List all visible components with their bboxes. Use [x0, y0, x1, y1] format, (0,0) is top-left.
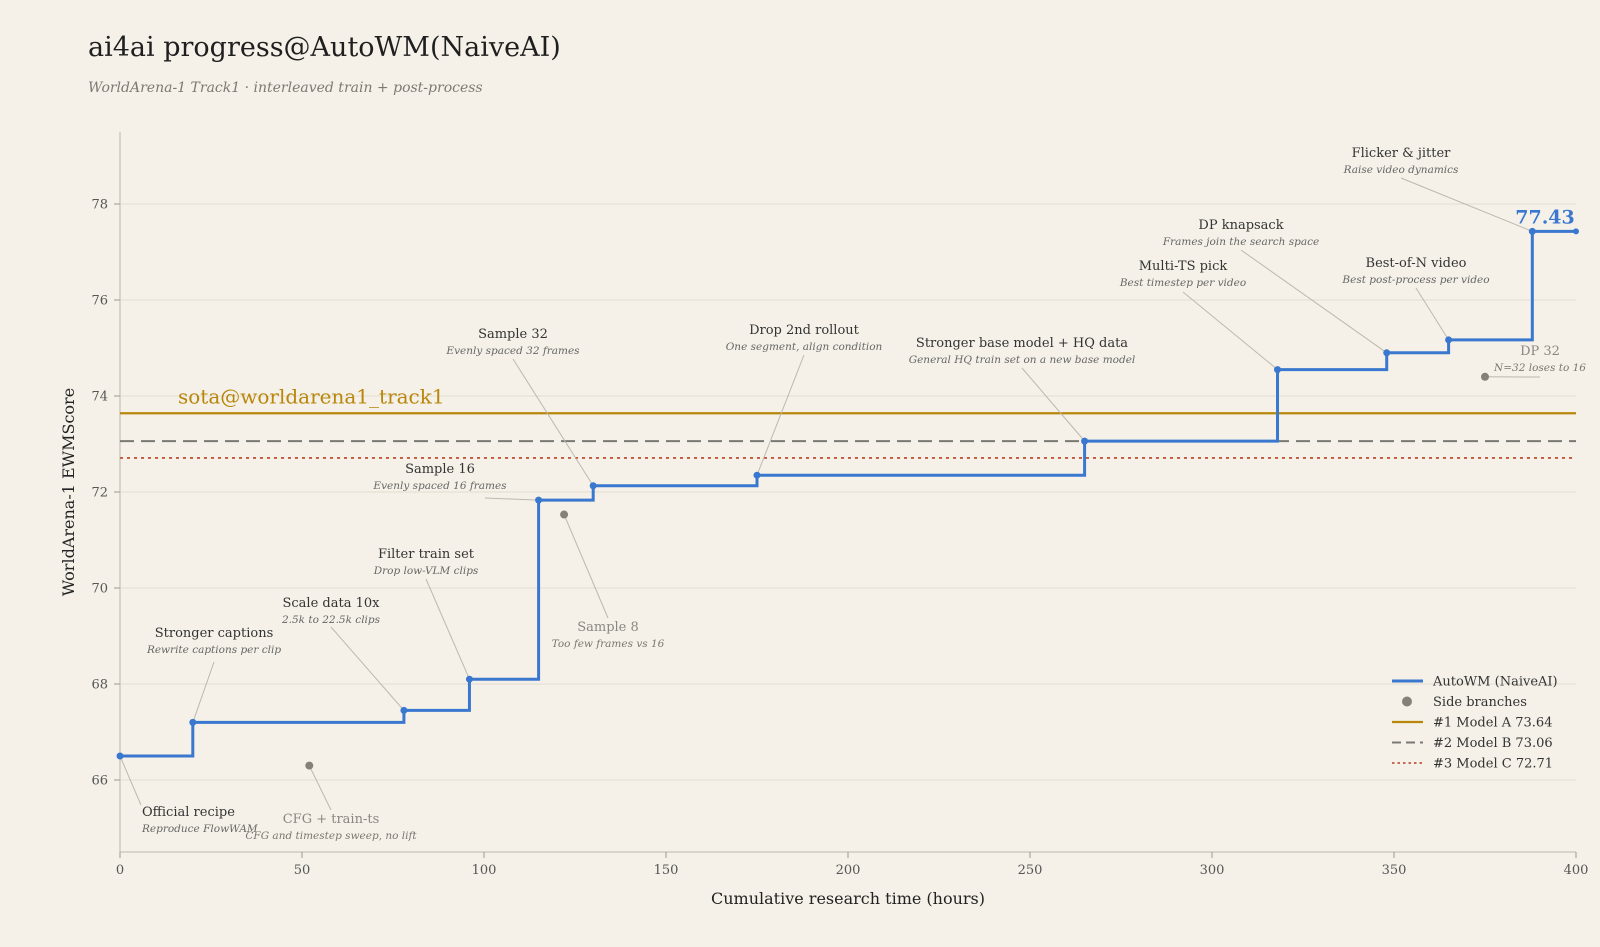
x-tick-label: 250	[1018, 863, 1043, 878]
annotation-connector	[1400, 177, 1533, 232]
legend-entry: #1 Model A 73.64	[1433, 716, 1552, 731]
annotation-subtitle: General HQ train set on a new base model	[909, 354, 1136, 366]
annotation-connector	[425, 578, 470, 680]
annotation-subtitle: Rewrite captions per clip	[146, 644, 281, 656]
x-tick-label: 0	[116, 863, 124, 878]
annotation-subtitle: Drop low-VLM clips	[373, 565, 479, 577]
annotation-connector	[1021, 367, 1085, 442]
legend-entry: #2 Model B 73.06	[1433, 736, 1553, 751]
side-branch-subtitle: Too few frames vs 16	[552, 638, 665, 650]
annotation-title: Multi-TS pick	[1139, 259, 1228, 274]
annotation-connector	[512, 358, 594, 487]
main-series-point	[116, 752, 124, 760]
main-series-point	[753, 471, 761, 479]
main-series-line	[120, 229, 1576, 758]
main-series-point	[535, 496, 543, 504]
final-score-label: 77.43	[1515, 206, 1575, 228]
x-tick-label: 100	[472, 863, 497, 878]
annotation-connector	[756, 354, 805, 476]
annotation-title: Official recipe	[142, 805, 235, 820]
y-tick-label: 76	[91, 294, 108, 309]
annotation-subtitle: 2.5k to 22.5k clips	[281, 614, 381, 626]
legend-entry: #3 Model C 72.71	[1433, 757, 1553, 772]
main-series-point	[189, 718, 197, 726]
annotation-connector	[1240, 249, 1388, 354]
y-axis-label: WorldArena-1 EWMScore	[59, 388, 78, 596]
x-tick-label: 200	[836, 863, 861, 878]
y-tick-label: 68	[91, 678, 108, 693]
side-branch-title: CFG + train-ts	[283, 812, 380, 827]
legend-entry: Side branches	[1433, 695, 1527, 710]
annotation-subtitle: Frames join the search space	[1162, 236, 1319, 248]
annotation-title: Flicker & jitter	[1352, 146, 1452, 161]
x-tick-label: 50	[294, 863, 311, 878]
main-series-point	[400, 706, 408, 714]
side-branch-subtitle: N=32 loses to 16	[1493, 362, 1586, 374]
annotation-title: Stronger captions	[155, 626, 274, 641]
chart-subtitle: WorldArena-1 Track1 · interleaved train …	[88, 80, 483, 96]
annotation-title: DP knapsack	[1198, 218, 1283, 233]
x-tick-label: 150	[654, 863, 679, 878]
side-branch-subtitle: CFG and timestep sweep, no lift	[245, 830, 417, 842]
annotation-title: Drop 2nd rollout	[749, 323, 860, 338]
main-series-point	[1274, 366, 1282, 374]
y-tick-label: 70	[91, 582, 108, 597]
legend-entry: AutoWM (NaiveAI)	[1432, 675, 1558, 690]
main-series-end-point	[1573, 228, 1579, 235]
y-tick-label: 66	[91, 774, 108, 789]
annotation-title: Sample 32	[478, 327, 548, 342]
x-axis-label: Cumulative research time (hours)	[711, 889, 985, 908]
side-branch-title: DP 32	[1520, 344, 1560, 359]
main-series-point	[1081, 437, 1089, 445]
main-series-point	[1445, 336, 1453, 344]
annotation-subtitle: Evenly spaced 16 frames	[372, 480, 507, 492]
annotation-connector	[1182, 291, 1278, 370]
x-tick-label: 300	[1200, 863, 1225, 878]
annotation-title: Scale data 10x	[283, 596, 381, 611]
side-branch-point	[305, 761, 314, 770]
annotation-title: Sample 16	[405, 462, 475, 477]
annotation-connector	[119, 755, 142, 806]
annotation-subtitle: Best timestep per video	[1119, 277, 1246, 289]
annotation-connector	[1415, 287, 1450, 341]
chart-title: ai4ai progress@AutoWM(NaiveAI)	[88, 32, 561, 63]
y-tick-label: 74	[91, 390, 108, 405]
annotation-subtitle: Reproduce FlowWAM	[141, 823, 258, 835]
sota-label: sota@worldarena1_track1	[178, 384, 445, 408]
main-series-point	[465, 675, 473, 683]
annotation-title: Filter train set	[378, 547, 475, 562]
annotation-connector	[484, 497, 539, 501]
annotation-subtitle: One segment, align condition	[726, 341, 883, 353]
annotation-subtitle: Best post-process per video	[1341, 274, 1489, 286]
side-branch-title: Sample 8	[577, 620, 639, 635]
side-branch-connector	[308, 765, 332, 811]
annotation-subtitle: Raise video dynamics	[1343, 164, 1459, 176]
main-series-point	[1383, 349, 1391, 357]
y-tick-label: 78	[91, 198, 108, 213]
main-series-point	[589, 482, 597, 490]
x-tick-label: 350	[1382, 863, 1407, 878]
side-branch-connector	[563, 514, 609, 619]
annotation-connector	[192, 661, 215, 723]
x-tick-label: 400	[1564, 863, 1589, 878]
side-branch-point	[1481, 372, 1489, 381]
annotation-title: Stronger base model + HQ data	[916, 336, 1128, 351]
annotation-connector	[330, 626, 405, 711]
annotation-title: Best-of-N video	[1366, 256, 1467, 271]
annotation-subtitle: Evenly spaced 32 frames	[445, 345, 580, 357]
legend-swatch	[1402, 696, 1412, 707]
y-tick-label: 72	[91, 486, 108, 501]
side-branch-point	[560, 510, 569, 519]
main-series-point	[1528, 227, 1536, 235]
